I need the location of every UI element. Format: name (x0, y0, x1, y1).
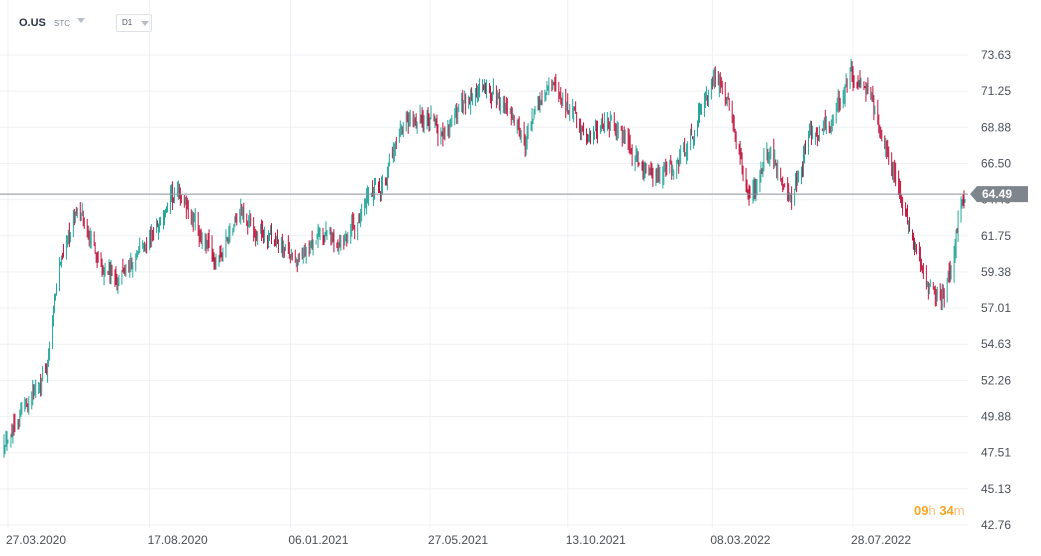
time-axis-label: 06.01.2021 (288, 533, 348, 547)
current-price-tag (970, 186, 1028, 203)
price-axis-label: 68.88 (981, 120, 1011, 134)
symbol-dropdown-icon[interactable] (77, 18, 85, 23)
chevron-down-icon (141, 21, 149, 26)
price-axis-label: 47.51 (981, 446, 1011, 460)
timeframe-selector[interactable]: D1 (116, 14, 152, 32)
price-axis-label: 52.26 (981, 373, 1011, 387)
price-axis-label: 57.01 (981, 301, 1011, 315)
price-axis-label: 61.75 (981, 229, 1011, 243)
time-axis-label: 28.07.2022 (851, 533, 911, 547)
countdown-hours: 09 (914, 503, 929, 518)
time-axis-label: 13.10.2021 (566, 533, 626, 547)
instrument-symbol[interactable]: O.US (19, 17, 46, 29)
current-price-label: 64.49 (982, 187, 1012, 201)
candle-countdown: 09h 34m (914, 503, 965, 518)
market-label: STC (54, 19, 70, 28)
price-axis-label: 59.38 (981, 265, 1011, 279)
price-axis-label: 66.50 (981, 156, 1011, 170)
time-axis-label: 27.03.2020 (6, 533, 66, 547)
price-axis-label: 71.25 (981, 84, 1011, 98)
chart-toolbar: O.US STC D1 (0, 0, 1041, 44)
timeframe-label: D1 (122, 18, 133, 27)
time-axis-label: 17.08.2020 (148, 533, 208, 547)
countdown-hours-unit: h (928, 503, 936, 518)
price-axis-label: 54.63 (981, 337, 1011, 351)
price-axis-label: 73.63 (981, 48, 1011, 62)
time-axis-label: 08.03.2022 (710, 533, 770, 547)
countdown-minutes-unit: m (953, 503, 965, 518)
price-axis-label: 49.88 (981, 410, 1011, 424)
price-axis-label: 45.13 (981, 482, 1011, 496)
price-axis-label: 42.76 (981, 518, 1011, 532)
countdown-minutes: 34 (939, 503, 954, 518)
time-axis-label: 27.05.2021 (428, 533, 488, 547)
